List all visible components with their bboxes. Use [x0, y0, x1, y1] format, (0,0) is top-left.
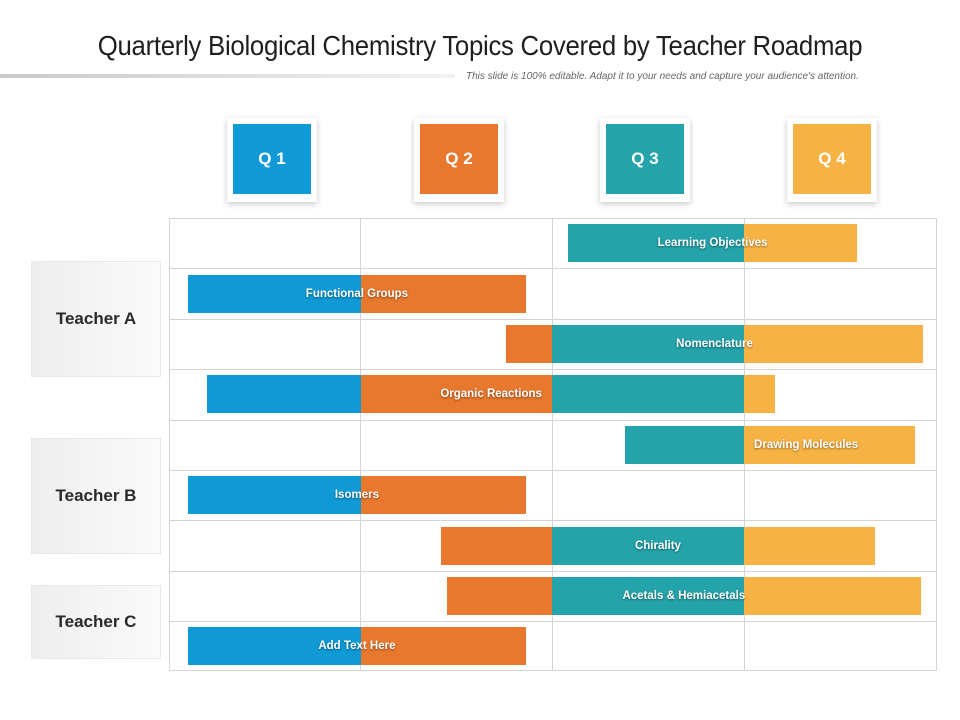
topic-bar-segment — [744, 425, 915, 464]
topic-bar-segment — [360, 375, 553, 414]
topic-bar-segment — [506, 325, 553, 363]
quarter-label-q4: Q 4 — [793, 124, 871, 194]
quarter-box-q4: Q 4 — [787, 118, 877, 202]
quarter-box-q3: Q 3 — [600, 118, 690, 202]
topic-bar-segment — [188, 274, 361, 313]
topic-bar: Chirality — [441, 526, 875, 565]
topic-label: Isomers — [334, 489, 379, 502]
teacher-label-a: Teacher A — [31, 261, 161, 377]
topic-bar: Organic Reactions — [207, 375, 775, 414]
topic-bar-segment — [360, 627, 526, 666]
topic-bar: Add Text Here — [188, 627, 526, 666]
topic-bar-segment — [552, 375, 745, 414]
grid-line — [169, 218, 937, 219]
quarter-label-q3: Q 3 — [606, 124, 684, 194]
grid-line — [169, 268, 937, 269]
quarter-box-q1: Q 1 — [227, 118, 317, 202]
topic-bar-segment — [744, 526, 875, 565]
topic-bar: Acetals & Hemiacetals — [447, 577, 921, 615]
topic-bar-segment — [552, 577, 745, 615]
topic-bar: Functional Groups — [188, 274, 526, 313]
topic-label: Organic Reactions — [440, 388, 542, 401]
topic-bar-segment — [360, 274, 526, 313]
grid-line — [169, 621, 937, 622]
title-underline — [0, 74, 455, 78]
quarter-label-q1: Q 1 — [233, 124, 311, 194]
topic-bar-segment — [552, 526, 745, 565]
topic-bar-segment — [360, 476, 526, 515]
grid-line — [169, 369, 937, 370]
topic-bar-segment — [188, 476, 361, 515]
subtitle: This slide is 100% editable. Adapt it to… — [466, 71, 859, 82]
grid-line — [360, 218, 361, 671]
quarter-label-q2: Q 2 — [420, 124, 498, 194]
topic-bar-segment — [188, 627, 361, 666]
teacher-label-c: Teacher C — [31, 585, 161, 659]
teacher-label-b: Teacher B — [31, 438, 161, 554]
grid-line — [169, 470, 937, 471]
topic-bar-segment — [744, 224, 858, 263]
topic-bar: Isomers — [188, 476, 526, 515]
topic-label: Functional Groups — [305, 287, 409, 300]
page-title: Quarterly Biological Chemistry Topics Co… — [97, 30, 863, 61]
topic-label: Nomenclature — [676, 338, 753, 350]
grid-line — [169, 420, 937, 421]
topic-bar-segment — [744, 375, 775, 414]
topic-bar-segment — [447, 577, 553, 615]
topic-bar-segment — [552, 325, 745, 363]
grid-line — [552, 218, 553, 671]
grid-line — [169, 319, 937, 320]
grid-line — [169, 571, 937, 572]
grid-line — [936, 218, 937, 671]
topic-bar-segment — [744, 325, 923, 363]
topic-bar: Learning Objectives — [567, 224, 858, 263]
topic-bar: Drawing Molecules — [625, 425, 915, 464]
topic-bar: Nomenclature — [506, 325, 923, 363]
topic-bar-segment — [744, 577, 921, 615]
grid-line — [169, 670, 937, 671]
quarter-box-q2: Q 2 — [414, 118, 504, 202]
topic-label: Chirality — [634, 539, 681, 552]
topic-bar-segment — [207, 375, 361, 414]
topic-label: Add Text Here — [318, 640, 396, 653]
topic-bar-segment — [441, 526, 553, 565]
grid-line — [169, 520, 937, 521]
topic-bar-segment — [567, 224, 745, 263]
grid-line — [169, 218, 170, 671]
topic-label: Drawing Molecules — [754, 438, 859, 451]
topic-bar-segment — [625, 425, 745, 464]
topic-label: Learning Objectives — [657, 237, 768, 250]
topic-label: Acetals & Hemiacetals — [622, 590, 746, 602]
